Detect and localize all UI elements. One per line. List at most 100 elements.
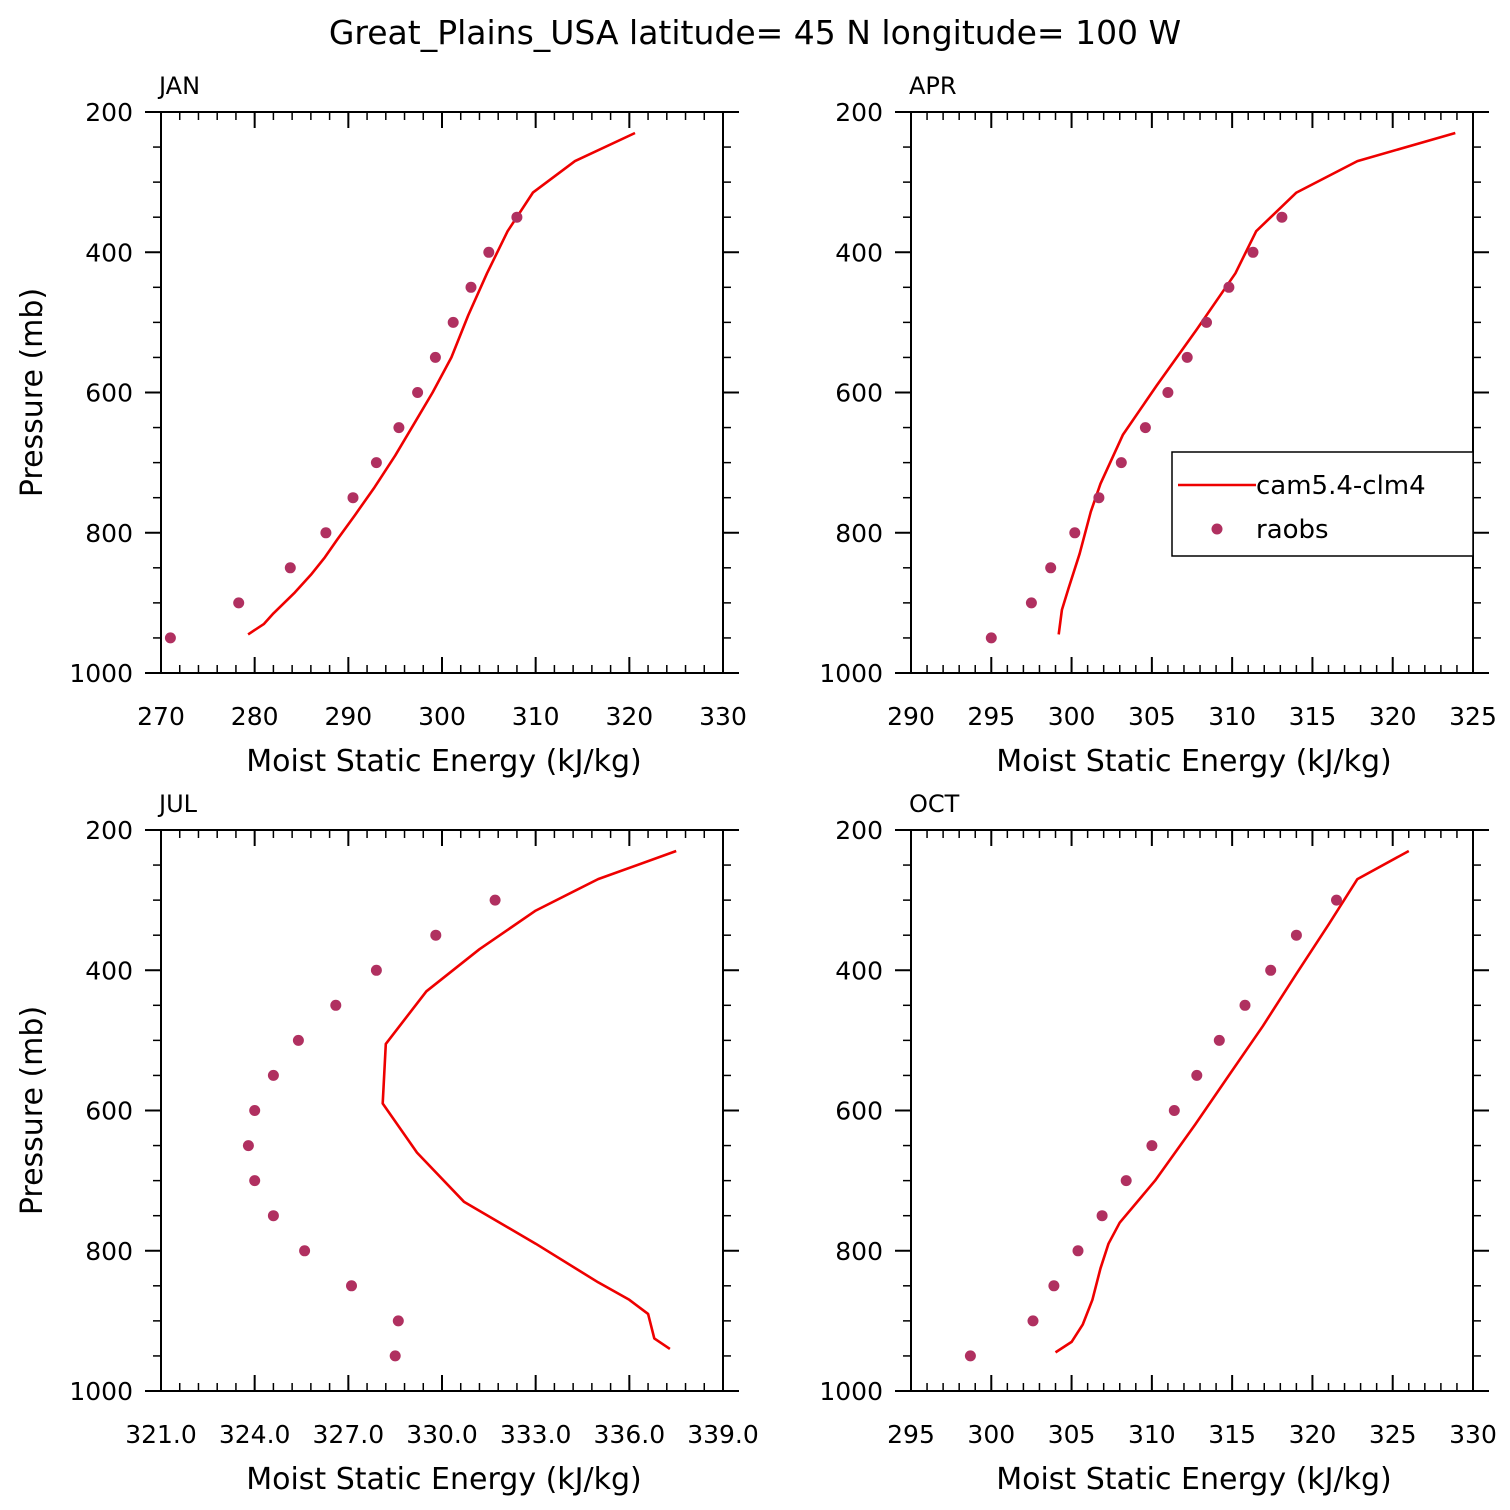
data-point-raobs <box>489 894 501 906</box>
data-point-raobs <box>249 1105 261 1116</box>
y-tick-label: 600 <box>835 1097 883 1126</box>
panel-jul: 321.0 324.0 327.0 330.0 333.0 336.0 339.0 200 40… <box>15 790 759 1497</box>
data-point-raobs <box>1168 1105 1180 1116</box>
x-axis-label: Moist Static Energy (kJ/kg) <box>996 744 1392 779</box>
y-tick-label: 600 <box>835 379 883 408</box>
data-point-raobs <box>1290 929 1302 941</box>
x-tick-label: 339.0 <box>687 1420 759 1449</box>
y-tick-label: 1000 <box>69 659 133 688</box>
y-tick-label: 200 <box>835 98 883 127</box>
data-point-raobs <box>164 632 176 644</box>
series-line-cam5.4-clm4 <box>1057 131 1456 635</box>
x-tick-label: 310 <box>512 702 560 731</box>
series-line-cam5.4-clm4 <box>247 131 636 636</box>
data-point-raobs <box>483 246 495 258</box>
legend-label: raobs <box>1256 515 1329 545</box>
data-point-raobs <box>1027 1315 1039 1327</box>
x-tick-label: 295 <box>967 702 1015 731</box>
x-tick-label: 327.0 <box>313 1420 385 1449</box>
legend-label: cam5.4-clm4 <box>1256 471 1426 501</box>
x-tick-label: 333.0 <box>500 1420 572 1449</box>
plot-frame <box>910 829 1474 1392</box>
y-tick-label: 1000 <box>69 1377 133 1406</box>
y-tick-label: 400 <box>85 956 133 985</box>
legend-box <box>1171 451 1474 557</box>
x-tick-label: 280 <box>231 702 279 731</box>
data-point-raobs <box>1239 999 1251 1011</box>
x-tick-label: 324.0 <box>219 1420 291 1449</box>
data-point-raobs <box>267 1069 279 1081</box>
data-point-raobs <box>1146 1140 1158 1152</box>
data-point-raobs <box>233 597 245 609</box>
data-point-raobs <box>1139 422 1151 434</box>
data-point-raobs <box>429 351 441 363</box>
data-point-raobs <box>284 562 296 574</box>
x-tick-label: 321.0 <box>125 1420 197 1449</box>
x-tick-label: 305 <box>1048 1420 1096 1449</box>
data-point-raobs <box>389 1350 401 1362</box>
x-tick-label: 315 <box>1289 702 1337 731</box>
x-tick-label: 330.0 <box>406 1420 478 1449</box>
y-axis-label: Pressure (mb) <box>15 1006 50 1215</box>
panel-jan: 270 280 290 300 310 320 330 200 400 600 800 1000 JAN… <box>15 72 747 779</box>
y-tick-label: 800 <box>85 1237 133 1266</box>
data-point-raobs <box>320 527 332 539</box>
x-tick-label: 315 <box>1208 1420 1256 1449</box>
data-point-raobs <box>985 632 997 644</box>
x-tick-label: 310 <box>1208 702 1256 731</box>
data-point-raobs <box>1265 964 1277 976</box>
y-tick-label: 800 <box>835 1237 883 1266</box>
data-point-raobs <box>1223 281 1235 293</box>
panel-apr: 290 295 300 305 310 315 320 325 200 400 600 800 1000… <box>819 72 1496 779</box>
y-tick-label: 600 <box>85 379 133 408</box>
y-tick-label: 200 <box>835 816 883 845</box>
x-tick-label: 320 <box>1289 1420 1337 1449</box>
data-point-raobs <box>1115 457 1127 469</box>
x-tick-label: 310 <box>1128 1420 1176 1449</box>
legend: cam5.4-clm4 raobs <box>1171 451 1474 557</box>
panel-label: OCT <box>909 790 960 818</box>
y-tick-label: 800 <box>85 519 133 548</box>
x-tick-label: 290 <box>887 702 935 731</box>
data-point-raobs <box>1048 1280 1060 1292</box>
data-point-raobs <box>1025 597 1037 609</box>
x-tick-label: 290 <box>324 702 372 731</box>
y-tick-label: 400 <box>835 956 883 985</box>
plot-frame <box>160 111 724 674</box>
data-point-raobs <box>1045 562 1057 574</box>
data-point-raobs <box>1247 246 1259 258</box>
y-tick-label: 600 <box>85 1097 133 1126</box>
y-tick-label: 800 <box>835 519 883 548</box>
data-point-raobs <box>392 1315 404 1327</box>
x-tick-label: 300 <box>967 1420 1015 1449</box>
data-point-raobs <box>370 964 382 976</box>
data-point-raobs <box>292 1034 304 1046</box>
x-axis-label: Moist Static Energy (kJ/kg) <box>246 744 642 779</box>
y-tick-label: 200 <box>85 816 133 845</box>
data-point-raobs <box>1093 492 1105 504</box>
panel-oct: 295 300 305 310 315 320 325 330 200 400 600 800 1000… <box>819 790 1496 1497</box>
series-line-cam5.4-clm4 <box>381 849 677 1350</box>
series-line-cam5.4-clm4 <box>1054 849 1410 1354</box>
data-point-raobs <box>1096 1210 1108 1222</box>
panel-label: JUL <box>157 790 198 818</box>
data-point-raobs <box>330 999 342 1011</box>
x-tick-label: 336.0 <box>594 1420 666 1449</box>
y-tick-label: 1000 <box>819 1377 883 1406</box>
data-point-raobs <box>1213 1034 1225 1046</box>
data-point-raobs <box>346 1280 357 1292</box>
x-tick-label: 295 <box>887 1420 935 1449</box>
data-point-raobs <box>1191 1069 1203 1081</box>
panels: 270 280 290 300 310 320 330 200 400 600 800 1000 JAN… <box>15 72 1497 1497</box>
y-tick-label: 400 <box>835 238 883 267</box>
y-tick-label: 1000 <box>819 659 883 688</box>
data-point-raobs <box>430 929 442 941</box>
data-point-raobs <box>511 211 523 223</box>
plot-frame <box>910 111 1474 674</box>
y-tick-label: 200 <box>85 98 133 127</box>
x-tick-label: 320 <box>1369 702 1417 731</box>
x-tick-label: 325 <box>1369 1420 1417 1449</box>
figure-title: Great_Plains_USA latitude= 45 N longitud… <box>329 13 1181 52</box>
data-point-raobs <box>393 422 405 434</box>
